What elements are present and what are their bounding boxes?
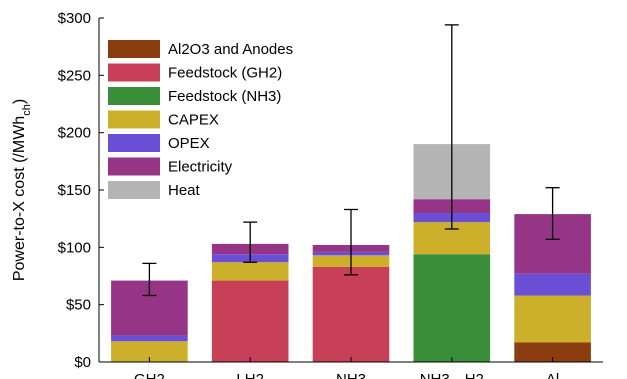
- bar-segment-gh2-opex: [111, 335, 188, 342]
- legend-entry: Feedstock (NH3): [108, 87, 281, 105]
- x-tick-label: NH3→H2: [420, 371, 484, 379]
- y-axis-label-sub: ch: [21, 104, 33, 116]
- error-bar: [142, 262, 157, 297]
- y-axis-label: Power-to-X cost (/MWhch): [11, 99, 33, 281]
- legend-swatch: [108, 157, 160, 176]
- bar-segment-al-al2o3-and-anodes: [514, 342, 591, 362]
- legend-swatch: [108, 110, 160, 129]
- bar-segment-nh3-feedstock-gh2-: [312, 266, 390, 362]
- y-tick-label: $100: [58, 239, 91, 256]
- error-bar: [344, 208, 358, 276]
- legend-label: Feedstock (NH3): [168, 88, 281, 105]
- legend-swatch: [108, 134, 160, 152]
- y-tick-label: $250: [58, 67, 91, 84]
- legend-entry: Electricity: [108, 157, 233, 176]
- legend-entry: Heat: [108, 181, 201, 199]
- y-axis-label-close: ): [11, 99, 28, 104]
- legend-entry: CAPEX: [108, 110, 219, 129]
- bar-segment-gh2-capex: [111, 341, 188, 362]
- error-bar-layer: [142, 24, 560, 297]
- legend-label: Electricity: [168, 159, 233, 176]
- y-tick-label: $0: [74, 354, 91, 371]
- legend-label: Heat: [168, 182, 201, 199]
- y-tick-label: $50: [66, 297, 91, 314]
- legend-swatch: [108, 63, 160, 82]
- y-tick-label: $300: [58, 10, 91, 27]
- error-bar: [243, 221, 258, 263]
- legend-swatch: [108, 87, 160, 105]
- error-bar: [545, 187, 560, 240]
- legend-label: CAPEX: [168, 112, 219, 129]
- x-tick-label: NH3: [336, 371, 366, 379]
- legend-entry: Al2O3 and Anodes: [108, 40, 293, 58]
- x-tick-label: Al: [546, 371, 559, 379]
- y-ticks: $0 $50 $100 $150 $200 $250 $300: [58, 10, 104, 371]
- bar-segment-lh2-feedstock-gh2-: [211, 280, 289, 362]
- legend-label: OPEX: [168, 135, 210, 152]
- legend-entry: OPEX: [108, 134, 210, 152]
- x-tick-label: GH2: [134, 371, 165, 379]
- x-tick-label: LH2: [236, 371, 264, 379]
- bar-segment-al-opex: [514, 273, 591, 296]
- legend-label: Feedstock (GH2): [168, 65, 282, 82]
- y-tick-label: $150: [58, 182, 91, 199]
- legend-swatch: [108, 181, 160, 199]
- legend: Al2O3 and Anodes Feedstock (GH2) Feedstock…: [108, 40, 293, 199]
- bar-segment-nh3-h2-feedstock-nh3-: [413, 254, 491, 362]
- y-axis-label-main: Power-to-X cost (/MWh: [11, 116, 28, 281]
- legend-entry: Feedstock (GH2): [108, 63, 282, 82]
- error-bar: [444, 24, 459, 230]
- bar-segment-lh2-capex: [211, 262, 289, 281]
- bar-segment-al-capex: [514, 295, 591, 343]
- legend-label: Al2O3 and Anodes: [168, 41, 293, 58]
- legend-swatch: [108, 40, 160, 58]
- x-ticks: GH2 LH2 NH3 NH3→H2 Al: [134, 357, 559, 379]
- y-tick-label: $200: [58, 125, 91, 142]
